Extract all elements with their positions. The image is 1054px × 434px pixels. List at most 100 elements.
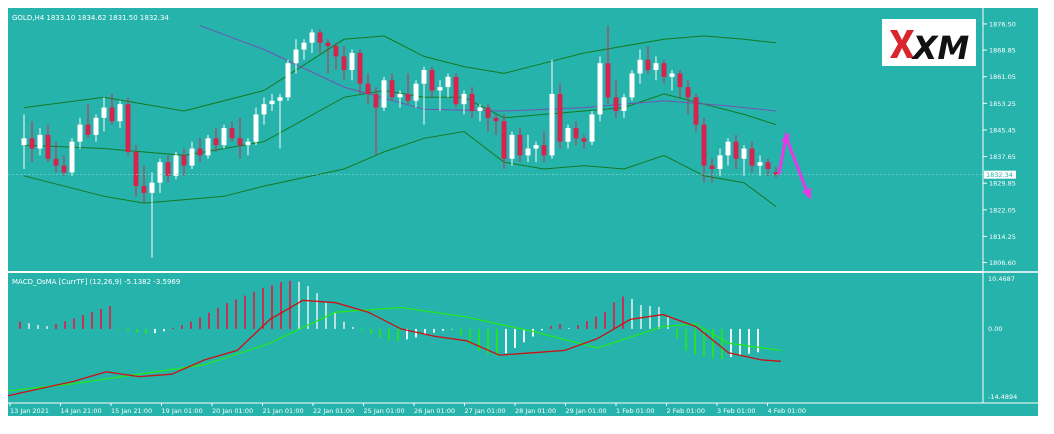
candle bbox=[285, 59, 291, 101]
candle-body bbox=[557, 93, 563, 142]
price-axis[interactable] bbox=[983, 8, 1038, 403]
candle-body bbox=[165, 162, 171, 176]
candle bbox=[117, 100, 123, 129]
candle bbox=[125, 97, 131, 156]
candle bbox=[413, 80, 419, 108]
candle-body bbox=[437, 87, 443, 91]
candle bbox=[405, 73, 411, 105]
candle bbox=[349, 49, 355, 81]
macd-level-label: -14.4894 bbox=[988, 393, 1017, 401]
candle-body bbox=[525, 148, 531, 156]
candle-body bbox=[605, 63, 611, 98]
candle bbox=[261, 97, 267, 125]
candle bbox=[109, 93, 115, 125]
candle bbox=[53, 141, 59, 173]
candle-body bbox=[357, 52, 363, 84]
candle bbox=[373, 87, 379, 156]
time-label: 19 Jan 01:00 bbox=[162, 407, 203, 415]
time-label: 26 Jan 01:00 bbox=[414, 407, 455, 415]
candle bbox=[525, 134, 531, 163]
time-label: 1 Feb 01:00 bbox=[616, 407, 655, 415]
candle bbox=[565, 124, 571, 149]
candle-body bbox=[341, 56, 347, 71]
candle-body bbox=[181, 155, 187, 166]
candle bbox=[365, 73, 371, 105]
candle-body bbox=[333, 46, 339, 57]
candle-body bbox=[653, 63, 659, 71]
indicator-title: MACD_OsMA [CurrTF] (12,26,9) -5.1382 -3.… bbox=[12, 278, 180, 286]
candle-body bbox=[477, 107, 483, 111]
candle bbox=[605, 25, 611, 105]
candle bbox=[653, 56, 659, 81]
time-scale: 13 Jan 2021 14 Jan 21:00 15 Jan 21:00 19 Ja… bbox=[9, 403, 806, 415]
candle-body bbox=[245, 141, 251, 146]
candle bbox=[445, 73, 451, 98]
candle-body bbox=[421, 70, 427, 84]
candle-body bbox=[629, 73, 635, 98]
candle-body bbox=[485, 107, 491, 118]
candle bbox=[149, 172, 155, 258]
candle-body bbox=[85, 124, 91, 135]
candle-body bbox=[749, 148, 755, 166]
candle-body bbox=[309, 32, 315, 43]
candle bbox=[93, 114, 99, 142]
candle bbox=[693, 93, 699, 132]
candle bbox=[397, 90, 403, 108]
candle-body bbox=[693, 97, 699, 125]
candle bbox=[733, 134, 739, 170]
candle-body bbox=[37, 134, 43, 149]
candle bbox=[773, 166, 779, 178]
candle bbox=[173, 151, 179, 180]
price-label: 1806.60 bbox=[989, 259, 1016, 267]
candle bbox=[389, 73, 395, 101]
candle-body bbox=[229, 128, 235, 139]
candle-body bbox=[285, 63, 291, 98]
candle bbox=[621, 93, 627, 118]
candle-body bbox=[125, 104, 131, 152]
macd-scale: 10.4687 0.00 -14.4894 bbox=[988, 275, 1017, 401]
candle-body bbox=[709, 165, 715, 170]
candle-body bbox=[637, 59, 643, 74]
projection-arrow bbox=[777, 131, 811, 200]
candle bbox=[301, 39, 307, 60]
candle-body bbox=[541, 145, 547, 156]
candle-body bbox=[237, 138, 243, 146]
time-axis[interactable] bbox=[8, 403, 1038, 416]
candle bbox=[29, 121, 35, 163]
price-label: 1853.25 bbox=[989, 100, 1016, 108]
price-label: 1868.85 bbox=[989, 47, 1016, 55]
candle bbox=[533, 141, 539, 163]
candle-body bbox=[677, 73, 683, 88]
candle-body bbox=[29, 138, 35, 149]
candle bbox=[45, 124, 51, 163]
main-chart-area[interactable] bbox=[8, 8, 983, 271]
candle-body bbox=[549, 93, 555, 156]
candle-body bbox=[429, 70, 435, 91]
candle bbox=[573, 121, 579, 146]
candle-body bbox=[253, 114, 259, 142]
candle-body bbox=[661, 63, 667, 77]
candle bbox=[317, 29, 323, 53]
time-label: 28 Jan 01:00 bbox=[515, 407, 556, 415]
candle-body bbox=[301, 42, 307, 50]
price-label: 1861.05 bbox=[989, 73, 1016, 81]
current-price-label: 1832.34 bbox=[986, 171, 1013, 179]
candle-body bbox=[573, 128, 579, 139]
candle-body bbox=[733, 141, 739, 159]
candle bbox=[645, 46, 651, 74]
candle-body bbox=[517, 134, 523, 156]
candle bbox=[485, 104, 491, 132]
candle-body bbox=[413, 83, 419, 101]
macd-level-label: 10.4687 bbox=[988, 275, 1015, 283]
candle bbox=[341, 46, 347, 81]
candle bbox=[277, 93, 283, 149]
indicator-area[interactable] bbox=[8, 273, 983, 403]
price-label: 1822.05 bbox=[989, 206, 1016, 214]
candle-body bbox=[597, 63, 603, 115]
candle bbox=[597, 56, 603, 122]
candle bbox=[709, 158, 715, 183]
candle bbox=[325, 39, 331, 74]
candle bbox=[421, 66, 427, 125]
